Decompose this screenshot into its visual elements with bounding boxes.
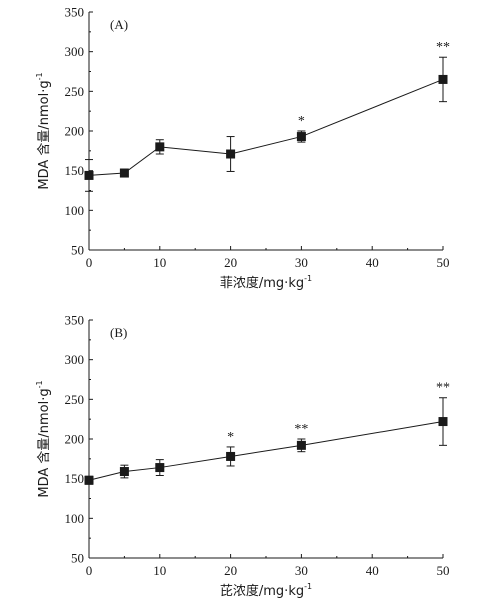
data-point bbox=[84, 170, 94, 180]
y-axis-title: MDA 含量/nmol·g-1 bbox=[35, 72, 52, 189]
y-tick-label: 350 bbox=[65, 313, 85, 328]
panel-label: (A) bbox=[110, 17, 128, 32]
data-point bbox=[84, 475, 94, 485]
series-line bbox=[88, 78, 444, 176]
x-tick-label: 10 bbox=[153, 563, 166, 578]
x-tick-label: 40 bbox=[366, 255, 379, 270]
data-point bbox=[155, 142, 165, 152]
significance-marker: * bbox=[298, 114, 305, 129]
y-axis-title-text: MDA 含量/nmol·g bbox=[36, 388, 52, 497]
y-tick-label: 150 bbox=[65, 471, 85, 486]
y-tick-label: 250 bbox=[65, 392, 85, 407]
data-point bbox=[226, 451, 236, 461]
y-axis-title-text: MDA 含量/nmol·g bbox=[36, 80, 52, 189]
x-axis-title-text: 菲浓度/mg·kg bbox=[220, 275, 304, 291]
y-axis-title: MDA 含量/nmol·g-1 bbox=[35, 380, 52, 497]
x-tick-label: 50 bbox=[437, 563, 450, 578]
data-point bbox=[155, 463, 165, 473]
x-axis-title-sup: -1 bbox=[304, 274, 312, 283]
y-axis-title-sup: -1 bbox=[35, 380, 44, 388]
panel-b: 50 100 150 200 250 300 350 0 10 20 30 40 50 (B) 芘浓度/mg… bbox=[35, 313, 450, 600]
x-tick-label: 0 bbox=[86, 563, 93, 578]
significance-marker: ** bbox=[436, 40, 450, 55]
y-tick-label: 50 bbox=[71, 551, 84, 566]
x-tick-label: 10 bbox=[153, 255, 166, 270]
y-tick-label: 350 bbox=[65, 5, 85, 20]
y-tick-label: 300 bbox=[65, 44, 85, 59]
data-point bbox=[119, 467, 129, 477]
x-tick-label: 0 bbox=[86, 255, 93, 270]
y-tick-label: 250 bbox=[65, 84, 85, 99]
x-tick-label: 40 bbox=[366, 563, 379, 578]
y-axis-title-sup: -1 bbox=[35, 72, 44, 80]
data-point bbox=[438, 74, 448, 84]
x-axis-title-sup: -1 bbox=[304, 582, 312, 591]
x-tick-label: 30 bbox=[295, 255, 308, 270]
y-tick-label: 300 bbox=[65, 352, 85, 367]
x-tick-label: 20 bbox=[224, 255, 237, 270]
y-tick-label: 200 bbox=[65, 432, 85, 447]
data-point bbox=[296, 440, 306, 450]
x-axis-title-text: 芘浓度/mg·kg bbox=[220, 583, 304, 599]
x-tick-label: 50 bbox=[437, 255, 450, 270]
significance-marker: * bbox=[227, 430, 234, 445]
data-point bbox=[119, 168, 129, 178]
significance-marker: ** bbox=[436, 381, 450, 396]
x-axis-title: 菲浓度/mg·kg-1 bbox=[220, 274, 312, 291]
panel-a: 50 100 150 200 250 300 350 0 10 20 30 40 50 (A) 菲浓度/mg… bbox=[35, 5, 450, 292]
panel-label: (B) bbox=[110, 325, 127, 340]
y-tick-label: 100 bbox=[65, 203, 85, 218]
y-tick-label: 200 bbox=[65, 124, 85, 139]
significance-marker: ** bbox=[294, 422, 308, 437]
series-line bbox=[88, 421, 444, 481]
y-tick-label: 50 bbox=[71, 243, 84, 258]
x-tick-label: 30 bbox=[295, 563, 308, 578]
y-tick-label: 150 bbox=[65, 163, 85, 178]
x-tick-label: 20 bbox=[224, 563, 237, 578]
data-point bbox=[438, 417, 448, 427]
data-point bbox=[226, 149, 236, 159]
x-axis-title: 芘浓度/mg·kg-1 bbox=[220, 582, 312, 599]
y-tick-label: 100 bbox=[65, 511, 85, 526]
data-point bbox=[296, 132, 306, 142]
